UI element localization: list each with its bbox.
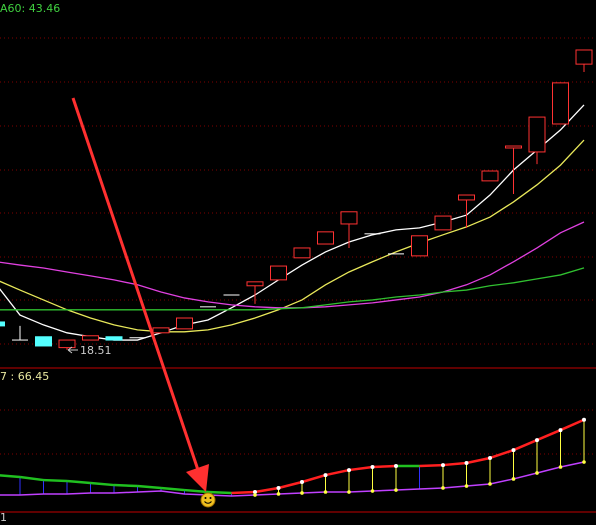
indicator-dot — [511, 477, 516, 481]
indicator-dot — [253, 493, 257, 497]
indicator-dot — [253, 490, 257, 495]
arrow-shaft — [71, 97, 200, 471]
candle-body — [528, 116, 546, 153]
indicator-upper — [160, 486, 185, 492]
indicator-upper — [231, 490, 256, 495]
indicator-upper — [43, 478, 68, 483]
smiley-eye — [209, 497, 212, 499]
candle-body — [293, 247, 311, 259]
arrow-head — [186, 464, 209, 492]
candle-body — [246, 281, 264, 287]
indicator-upper — [90, 481, 115, 487]
candle-body — [317, 231, 334, 245]
smiley-icon — [200, 492, 216, 508]
indicator-dot — [488, 455, 492, 460]
candle-body — [434, 215, 452, 231]
candle-body — [58, 339, 76, 349]
smiley-mouth — [204, 501, 212, 504]
candle-body — [270, 265, 287, 281]
ma-line — [0, 221, 585, 309]
indicator-dot — [323, 490, 328, 494]
indicator-dot — [582, 417, 586, 422]
indicator-upper — [66, 479, 91, 485]
indicator-dot — [300, 480, 304, 485]
indicator-dot — [394, 488, 398, 492]
grid-decoration — [0, 37, 596, 455]
indicator-upper — [419, 463, 444, 468]
indicator-upper — [466, 456, 491, 465]
indicator-dot — [370, 489, 375, 493]
indicator-dot — [488, 482, 492, 486]
indicator-upper — [325, 468, 350, 477]
indicator-dot — [535, 471, 539, 475]
low-label: 18.51 — [80, 344, 112, 357]
indicator-lower — [0, 461, 585, 497]
indicator-dot — [394, 464, 398, 469]
indicator-upper — [301, 473, 326, 484]
smiley-eye — [204, 497, 207, 499]
indicator-dot — [582, 460, 586, 464]
candle-body — [152, 327, 170, 334]
indicator-dot — [441, 486, 445, 490]
indicator-dot — [558, 428, 563, 433]
indicator-upper — [278, 480, 303, 490]
indicator-dot — [276, 492, 281, 496]
indicator-upper — [137, 484, 162, 490]
indicator-upper — [489, 448, 514, 460]
indicator-upper — [254, 486, 279, 494]
indicator-upper — [536, 428, 561, 442]
low-pointer — [67, 346, 73, 354]
indicator-dot — [535, 438, 539, 443]
indicator-dot — [347, 468, 351, 473]
indicator-upper — [207, 490, 232, 495]
indicator-upper — [442, 461, 467, 467]
indicator-upper — [19, 475, 44, 482]
indicator-dot — [276, 485, 281, 490]
candle-body — [411, 235, 428, 257]
indicator-dot — [323, 473, 328, 478]
candle-body — [0, 321, 5, 327]
smiley-face — [200, 492, 216, 508]
indicator-dot — [511, 448, 516, 453]
candle-body — [105, 336, 123, 341]
ma-line — [0, 139, 585, 333]
candle-body — [552, 82, 569, 125]
indicator-upper — [372, 464, 397, 469]
indicator-label: 7 : 66.45 — [0, 370, 49, 383]
candle-body — [575, 49, 593, 65]
candle-body — [481, 170, 499, 182]
indicator-dot — [347, 490, 351, 494]
indicator-dot — [370, 465, 375, 470]
footer-label: 1 — [0, 511, 7, 524]
indicator-dot — [441, 463, 445, 468]
indicator-upper — [559, 418, 585, 432]
plot-layer — [0, 49, 593, 497]
indicator-dot — [464, 460, 469, 465]
candle-body — [505, 145, 522, 149]
candle-body — [340, 211, 358, 225]
indicator-dot — [558, 465, 563, 469]
pointer-arrow — [71, 97, 209, 492]
indicator-dot — [464, 484, 469, 488]
indicator-upper — [0, 474, 21, 479]
indicator-upper — [113, 483, 138, 488]
ma-line — [0, 267, 585, 311]
indicator-dot — [300, 491, 304, 495]
indicator-upper — [184, 488, 209, 494]
indicator-upper — [513, 438, 538, 452]
candle-body — [35, 336, 52, 347]
ma-label: A60: 43.46 — [0, 2, 60, 15]
indicator-upper — [348, 465, 373, 472]
candle-body — [82, 335, 99, 341]
candle-body — [176, 317, 193, 330]
candle-body — [458, 194, 475, 201]
